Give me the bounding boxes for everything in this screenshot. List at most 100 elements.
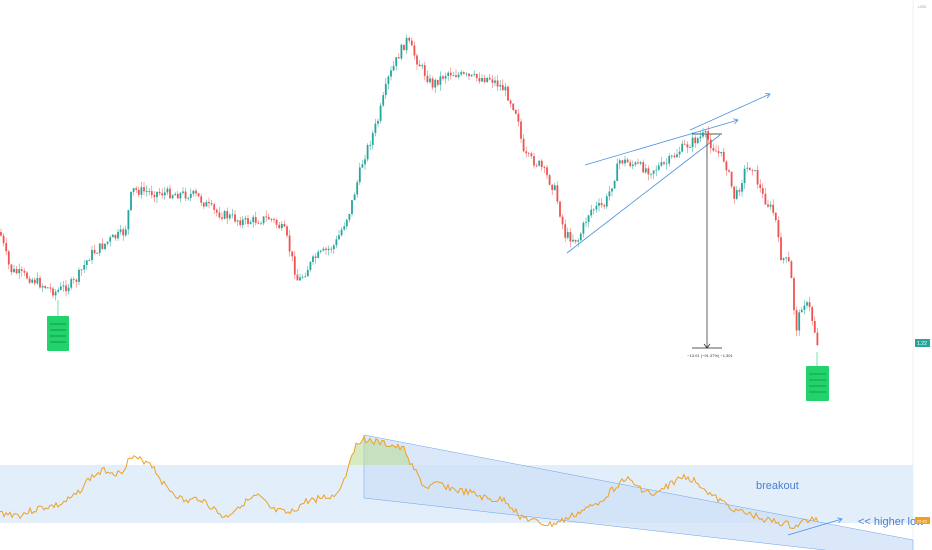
candle-body (293, 256, 296, 275)
candle-body (564, 224, 567, 238)
candle-body (353, 194, 356, 201)
candle-body (741, 183, 743, 192)
candle-body (551, 184, 554, 191)
candle-body (257, 222, 260, 224)
candle-body (405, 37, 408, 51)
candle-body (522, 138, 525, 152)
candle-body (80, 269, 83, 271)
candle-body (119, 229, 122, 232)
candle-body (163, 192, 166, 196)
candle-body (478, 78, 481, 82)
candle-body (728, 170, 730, 172)
candle-body (366, 145, 369, 160)
candle-body (202, 202, 205, 207)
candle-body (33, 279, 36, 284)
candle-body (481, 78, 483, 82)
candle-body (197, 193, 200, 197)
candle-body (780, 237, 782, 261)
candle-body (195, 190, 197, 194)
candle-body (267, 217, 270, 220)
candle-body (104, 243, 106, 250)
candle-body (91, 250, 93, 261)
candle-body (712, 148, 715, 151)
candle-body (702, 132, 704, 137)
candle-body (468, 73, 470, 77)
candle-body (189, 193, 192, 198)
candle-body (182, 191, 184, 193)
candle-body (317, 251, 320, 258)
breakout-label: breakout (756, 480, 799, 492)
candle-body (397, 57, 400, 59)
candle-body (325, 248, 327, 250)
candle-body (803, 305, 806, 310)
rsi-line (0, 435, 819, 530)
candle-body (738, 190, 741, 192)
candle-body (475, 73, 478, 79)
candle-body (135, 188, 138, 190)
higher-lows-label: << higher low (858, 516, 924, 528)
candle-body (777, 220, 780, 238)
candle-body (608, 191, 611, 197)
candle-body (561, 216, 564, 225)
candle-body (673, 155, 676, 158)
candle-body (179, 192, 182, 199)
candle-body (748, 167, 751, 171)
measure-label: −13.01 (−91.37%) −1,301 (687, 353, 733, 358)
candle-body (637, 162, 639, 164)
candle-body (85, 260, 88, 266)
candle-body (603, 205, 606, 207)
candle-body (535, 165, 538, 167)
candle-body (465, 73, 468, 75)
candle-body (431, 78, 434, 88)
candle-body (491, 79, 494, 83)
candle-body (343, 226, 346, 230)
candle-body (769, 204, 772, 207)
candle-body (176, 193, 179, 199)
candle-body (616, 163, 619, 181)
candle-body (0, 232, 2, 236)
candle-body (585, 222, 587, 223)
candle-body (153, 194, 156, 198)
candle-body (299, 277, 301, 281)
candle-body (533, 156, 535, 166)
candle-body (811, 307, 814, 321)
candle-body (631, 164, 634, 167)
measure-tool (692, 133, 722, 349)
candle-body (457, 74, 460, 78)
candle-body (382, 95, 385, 106)
candle-body (75, 279, 78, 282)
candle-body (156, 191, 158, 198)
candle-body (262, 216, 265, 224)
candle-body (650, 173, 652, 175)
candle-body (171, 195, 174, 199)
candle-body (678, 151, 681, 155)
candle-body (174, 193, 177, 196)
candle-body (772, 204, 775, 213)
candle-body (291, 251, 294, 257)
candle-body (148, 191, 151, 192)
candle-body (364, 159, 366, 165)
candle-body (286, 226, 288, 236)
candle-body (559, 201, 561, 217)
candle-body (618, 160, 621, 164)
candle-body (574, 239, 577, 242)
candle-body (109, 237, 112, 242)
candle-body (725, 161, 728, 171)
candle-body (408, 37, 411, 41)
candle-body (626, 159, 629, 163)
candle-body (816, 332, 819, 346)
candle-body (309, 261, 312, 270)
wedge-lower-trendline (566, 134, 721, 254)
candle-body (442, 76, 444, 79)
candle-body (473, 73, 476, 75)
candle-body (332, 245, 335, 250)
candle-body (652, 170, 655, 174)
candle-body (379, 105, 382, 121)
candle-body (234, 214, 236, 222)
candle-body (169, 188, 171, 199)
candle-body (447, 72, 450, 76)
candle-body (699, 136, 702, 139)
candle-body (387, 76, 390, 84)
candle-body (390, 70, 392, 77)
